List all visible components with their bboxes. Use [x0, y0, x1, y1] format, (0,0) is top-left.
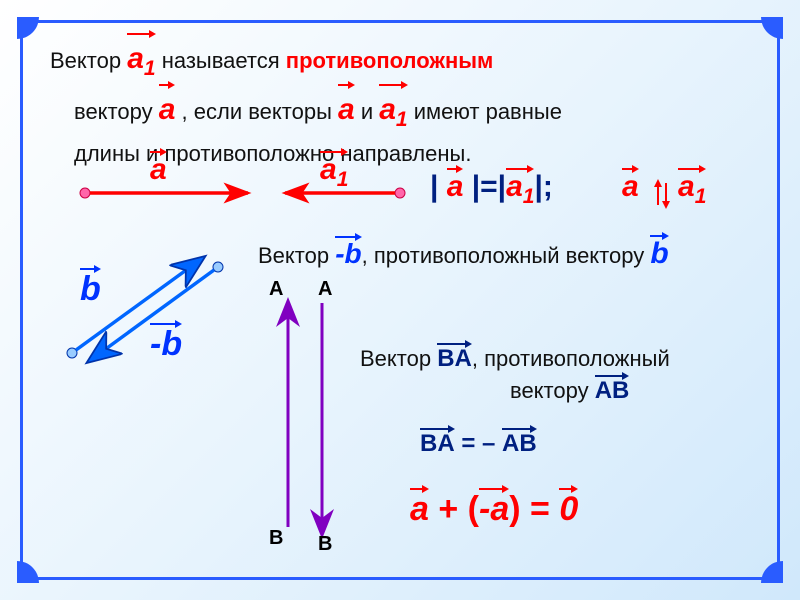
vector-b-origin-dot	[67, 348, 77, 358]
label-point-A: A	[318, 278, 332, 301]
pair-a1: a1	[678, 170, 706, 209]
label-point-A: A	[269, 278, 283, 301]
pair-a: a	[622, 170, 639, 204]
label-point-B: B	[318, 533, 332, 556]
label-a: a	[150, 153, 167, 187]
vector-a1-origin-dot	[395, 188, 405, 198]
label-point-B: B	[269, 527, 283, 550]
opposite-arrows-icon	[654, 179, 670, 209]
vector-minus-b-origin-dot	[213, 262, 223, 272]
label-minus-b: -b	[150, 325, 182, 364]
text-BA-opposite: Вектор BA, противоположный	[360, 345, 670, 373]
diagram-svg	[40, 35, 760, 565]
text-BA-opposite-cont: вектору AB	[510, 377, 629, 405]
vector-a-origin-dot	[80, 188, 90, 198]
content: Вектор a1 называется противоположным век…	[40, 35, 760, 565]
equation-BA-eq-minus-AB: BA = – AB	[420, 430, 537, 458]
text-minus-b-opposite: Вектор -b, противоположный вектору b	[258, 237, 669, 271]
label-b: b	[80, 270, 101, 309]
magnitude-equation: | a |=|a1|;	[430, 170, 553, 209]
equation-a-plus-minus-a: a + (-a) = 0	[410, 490, 578, 529]
label-a1: a1	[320, 153, 348, 192]
